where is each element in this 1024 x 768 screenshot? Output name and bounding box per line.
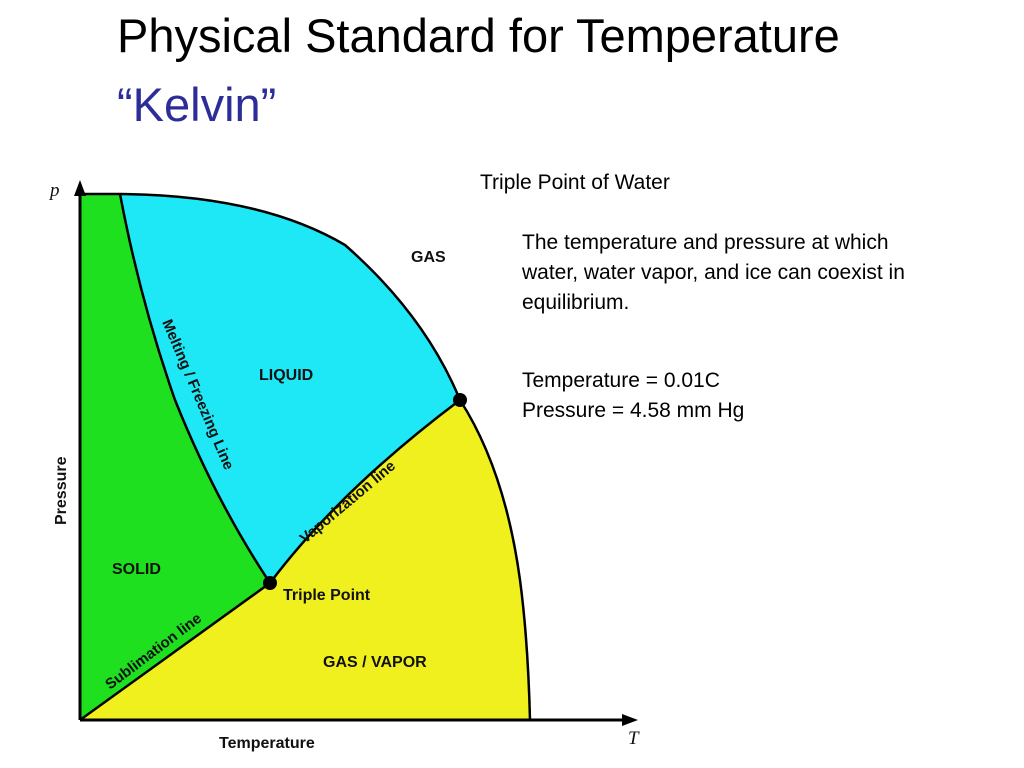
x-axis-letter: T: [628, 728, 640, 749]
gas-region-label: GAS: [411, 249, 446, 266]
liquid-region: [120, 194, 460, 583]
temperature-axis-label: Temperature: [219, 735, 315, 752]
vaporization-line: [269, 399, 461, 584]
gas-vapor-region-label: GAS / VAPOR: [323, 654, 427, 671]
pressure-axis-arrowhead: [74, 180, 86, 196]
triple-point-label: Triple Point: [283, 587, 371, 604]
sublimation-line: [79, 581, 271, 722]
slide-subtitle: “Kelvin”: [117, 78, 277, 131]
solid-region: [80, 194, 270, 720]
pressure-value: Pressure = 4.58 mm Hg: [522, 399, 745, 422]
solid-region-label: SOLID: [112, 561, 161, 578]
temperature-axis-arrowhead: [622, 714, 638, 726]
temperature-value: Temperature = 0.01C: [522, 369, 720, 392]
y-axis-letter: p: [48, 180, 60, 201]
definition-line: equilibrium.: [522, 291, 630, 314]
pressure-axis-label: Pressure: [53, 456, 70, 525]
slide-title: Physical Standard for Temperature: [117, 9, 840, 62]
triple-point-marker: [263, 576, 277, 590]
triple-point-values: Temperature = 0.01C Pressure = 4.58 mm H…: [522, 366, 1002, 426]
triple-point-heading: Triple Point of Water: [480, 171, 670, 194]
melting-freezing-line: [118, 193, 272, 584]
liquid-region-label: LIQUID: [259, 367, 313, 384]
definition-line: water, water vapor, and ice can coexist …: [522, 261, 905, 284]
gas-boundary-curve: [80, 192, 532, 721]
definition-line: The temperature and pressure at which: [522, 231, 889, 254]
triple-point-definition: The temperature and pressure at which wa…: [522, 228, 1002, 318]
critical-point-marker: [453, 393, 467, 407]
